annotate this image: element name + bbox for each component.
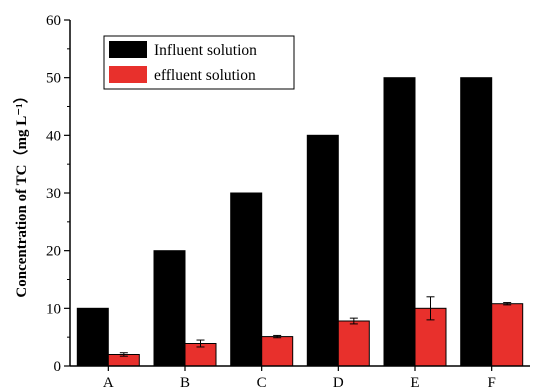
x-tick-label-E: E — [410, 375, 419, 391]
bar-influent-B — [153, 250, 186, 367]
tick-labels-layer: 0 10 20 30 40 50 60 A B C D E F — [46, 13, 496, 391]
legend-label-influent: Influent solution — [154, 42, 257, 59]
axes-layer — [64, 19, 530, 371]
bar-effluent-F — [491, 303, 524, 367]
x-tick-label-D: D — [333, 375, 344, 391]
legend: Influent solution effluent solution — [103, 35, 295, 90]
y-tick-label: 30 — [46, 186, 61, 202]
x-tick-label-C: C — [257, 375, 267, 391]
legend-swatch-effluent — [109, 66, 147, 83]
x-tick-label-B: B — [180, 375, 190, 391]
legend-label-effluent: effluent solution — [154, 67, 256, 84]
bars-layer — [76, 77, 524, 367]
bar-influent-C — [230, 192, 263, 367]
bar-influent-E — [383, 77, 416, 367]
legend-swatch-influent — [109, 41, 147, 58]
error-bar-A — [119, 352, 128, 357]
error-bars-layer — [119, 296, 512, 357]
y-tick-label: 0 — [54, 359, 62, 375]
bar-influent-A — [76, 307, 109, 367]
y-tick-label: 40 — [46, 128, 61, 144]
bar-effluent-D — [337, 320, 370, 367]
y-axis-label: Concentration of TC（mg L⁻¹） — [12, 88, 30, 297]
bar-influent-F — [460, 77, 493, 367]
bar-effluent-C — [261, 336, 294, 367]
error-bar-B — [196, 339, 205, 348]
y-tick-label: 10 — [46, 301, 61, 317]
error-bar-E — [426, 296, 435, 321]
y-tick-label: 20 — [46, 244, 61, 260]
y-tick-label: 60 — [46, 13, 61, 29]
error-bar-D — [349, 317, 358, 325]
x-tick-label-F: F — [487, 375, 495, 391]
error-bar-C — [273, 334, 282, 339]
y-tick-label: 50 — [46, 71, 61, 87]
error-bar-F — [503, 302, 512, 306]
bar-influent-D — [306, 134, 339, 367]
x-tick-label-A: A — [103, 375, 114, 391]
